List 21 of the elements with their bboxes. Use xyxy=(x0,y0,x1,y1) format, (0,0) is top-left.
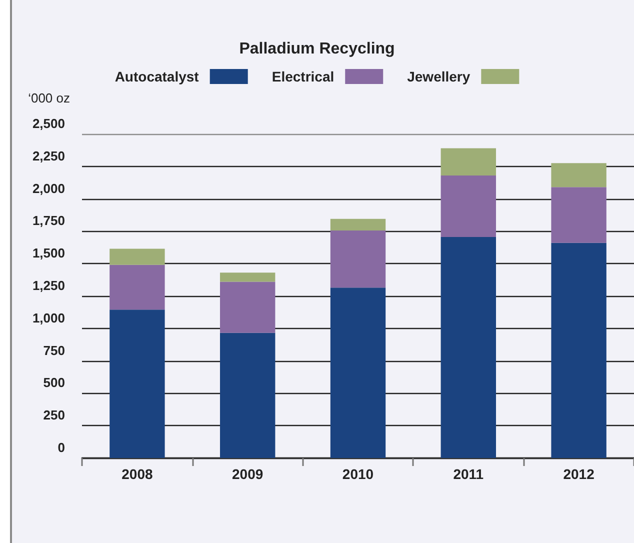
y-tick-label: 0 xyxy=(58,440,65,455)
y-tick-label: 2,000 xyxy=(32,180,65,196)
x-tick-label: 2008 xyxy=(122,466,153,482)
y-axis-title: ‘000 oz xyxy=(28,90,70,106)
y-tick-label: 500 xyxy=(43,375,65,390)
y-tick-label: 2,500 xyxy=(32,116,65,131)
x-tick-label: 2010 xyxy=(342,466,374,482)
y-tick-label: 1,250 xyxy=(32,278,65,293)
y-tick-label: 1,000 xyxy=(32,310,65,326)
x-tick-label: 2009 xyxy=(232,466,264,482)
x-tick-label: 2011 xyxy=(453,466,484,482)
y-tick-label: 250 xyxy=(43,408,65,423)
y-tick-label: 1,500 xyxy=(32,246,65,261)
x-tick-label: 2012 xyxy=(563,466,595,482)
legend-label: Electrical xyxy=(272,68,334,84)
legend-label: Autocatalyst xyxy=(114,68,200,84)
y-tick-label: 1,750 xyxy=(32,213,65,228)
y-tick-label: 750 xyxy=(43,342,65,358)
chart-title: Palladium Recycling xyxy=(239,40,395,58)
y-tick-label: 2,250 xyxy=(32,148,65,164)
legend-label: Jewellery xyxy=(407,68,470,84)
